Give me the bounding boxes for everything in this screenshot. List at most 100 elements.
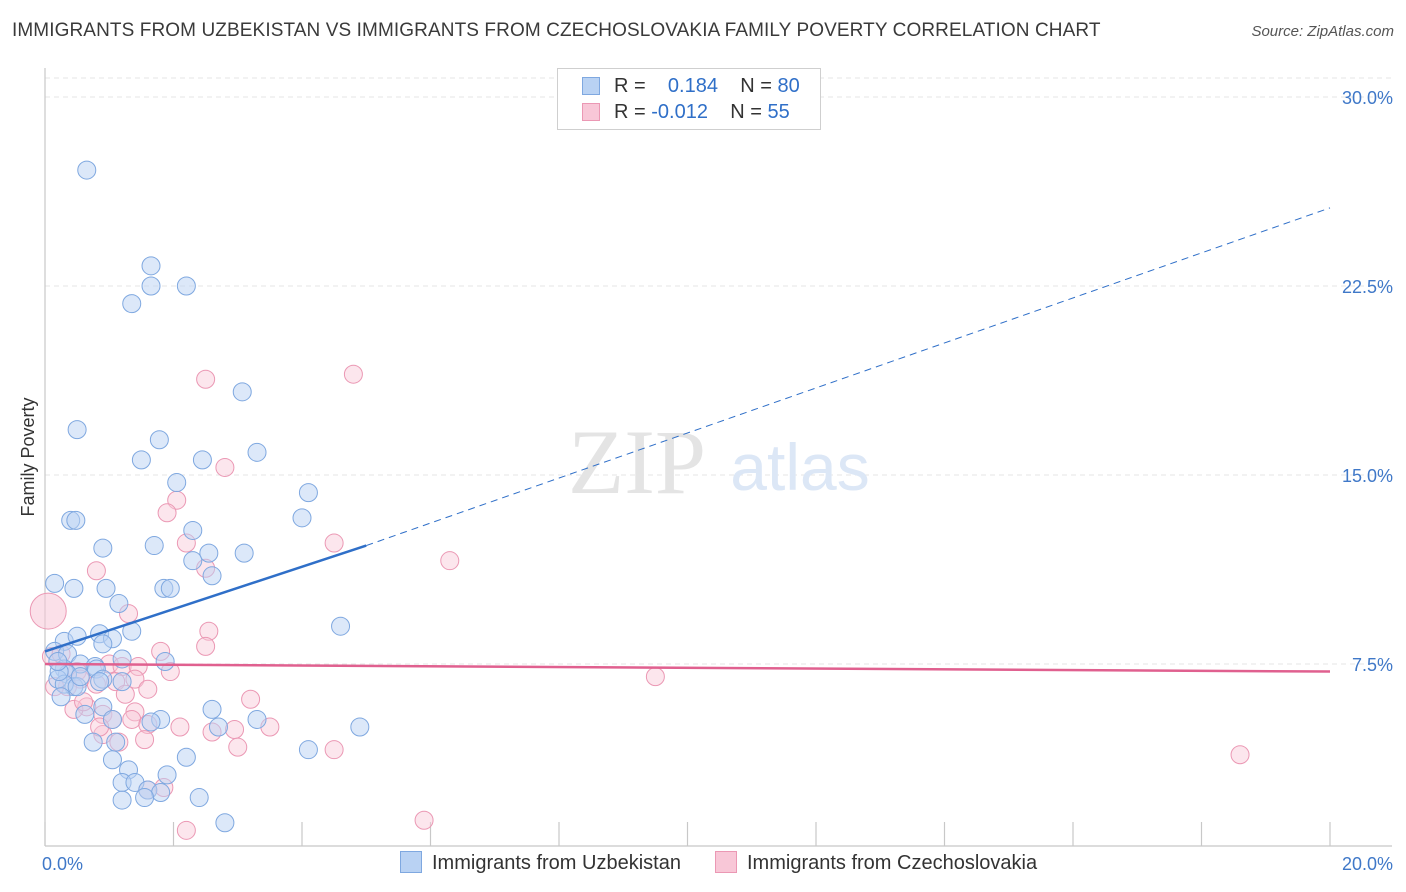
data-point-uzbekistan [151,783,171,803]
data-point-uzbekistan [96,578,116,598]
data-point-czechoslovakia [343,364,363,384]
data-point-uzbekistan [45,573,65,593]
bottom-legend-swatch-uzbekistan [400,851,422,873]
data-point-uzbekistan [176,747,196,767]
data-point-uzbekistan [208,717,228,737]
bottom-legend-uzbekistan: Immigrants from Uzbekistan [400,851,681,875]
data-point-czechoslovakia [138,679,158,699]
legend-n-value: 80 [777,75,800,97]
data-point-czechoslovakia [324,740,344,760]
bottom-legend-czechoslovakia: Immigrants from Czechoslovakia [715,851,1037,875]
legend: R = 0.184 N = 80 R = -0.012 N = 55 [557,68,821,130]
data-point-uzbekistan [90,672,110,692]
data-point-uzbekistan [102,709,122,729]
data-point-uzbekistan [93,697,113,717]
data-point-czechoslovakia [324,533,344,553]
data-point-uzbekistan [232,382,252,402]
data-point-czechoslovakia [225,720,245,740]
data-point-uzbekistan [48,651,68,671]
data-point-czechoslovakia [1230,745,1250,765]
legend-n-label: N = [740,75,772,97]
watermark: ZIP atlas [568,411,870,513]
data-point-uzbekistan [51,687,71,707]
y-tick-label: 30.0% [1342,88,1393,108]
data-point-uzbekistan [149,430,169,450]
data-point-czechoslovakia [241,689,261,709]
data-point-czechoslovakia [157,503,177,523]
data-point-czechoslovakia [176,820,196,840]
data-point-czechoslovakia [228,737,248,757]
data-point-uzbekistan [183,551,203,571]
legend-swatch-czechoslovakia [582,103,600,121]
data-point-uzbekistan [202,699,222,719]
legend-r-label: R = [614,101,646,123]
data-point-uzbekistan [167,473,187,493]
data-point-uzbekistan [135,788,155,808]
watermark-zip: ZIP [568,411,706,513]
bottom-legend-label-uzbekistan: Immigrants from Uzbekistan [432,852,681,874]
y-tick-label: 15.0% [1342,466,1393,486]
data-point-czechoslovakia [135,730,155,750]
data-point-czechoslovakia [440,551,460,571]
data-point-uzbekistan [141,276,161,296]
axes [44,68,1392,847]
data-point-uzbekistan [83,732,103,752]
data-point-uzbekistan [75,704,95,724]
data-point-czechoslovakia [170,717,190,737]
legend-row-czechoslovakia: R = -0.012 N = 55 [582,101,790,127]
data-point-uzbekistan [215,813,235,833]
y-axis-label: Family Poverty [18,397,38,516]
data-point-czechoslovakia [645,667,665,687]
data-point-uzbekistan [160,578,180,598]
legend-n-value: 55 [767,101,790,123]
trend-line-czechoslovakia [44,662,1331,673]
y-tick-label: 7.5% [1352,655,1393,675]
grid-lines [45,77,1392,665]
data-point-czechoslovakia [196,369,216,389]
data-point-uzbekistan [155,651,175,671]
data-point-uzbekistan [183,520,203,540]
legend-swatch-uzbekistan [582,77,600,95]
data-point-uzbekistan [66,510,86,530]
data-point-czechoslovakia [196,636,216,656]
y-tick-label: 22.5% [1342,277,1393,297]
bottom-legend-label-czechoslovakia: Immigrants from Czechoslovakia [747,852,1038,874]
data-point-uzbekistan [70,667,90,687]
data-point-uzbekistan [106,732,126,752]
trend-line-uzbekistan-extension [366,207,1331,547]
data-point-uzbekistan [93,538,113,558]
chart-title: IMMIGRANTS FROM UZBEKISTAN VS IMMIGRANTS… [12,20,1101,41]
data-point-czechoslovakia [125,702,145,722]
data-point-uzbekistan [234,543,254,563]
trend-line-uzbekistan [44,544,367,653]
data-point-czechoslovakia [199,621,219,641]
data-point-uzbekistan [109,594,129,614]
legend-row-uzbekistan: R = 0.184 N = 80 [582,75,800,101]
data-point-uzbekistan [141,256,161,276]
legend-n-label: N = [730,101,762,123]
data-point-uzbekistan [64,578,84,598]
source-credit: Source: ZipAtlas.com [1251,23,1394,40]
data-point-uzbekistan [157,765,177,785]
legend-r-value: 0.184 [667,75,718,97]
data-point-uzbekistan [122,294,142,314]
data-point-uzbekistan [131,450,151,470]
data-point-uzbekistan [199,543,219,563]
data-point-uzbekistan [176,276,196,296]
data-point-czechoslovakia [122,709,142,729]
data-point-czechoslovakia [128,657,148,677]
watermark-atlas: atlas [730,430,869,504]
data-point-czechoslovakia [29,592,67,630]
data-point-uzbekistan [141,712,161,732]
data-point-uzbekistan [67,420,87,440]
data-point-uzbekistan [189,788,209,808]
x-tick-label: 20.0% [1342,854,1393,874]
data-point-uzbekistan [112,790,132,810]
data-point-uzbekistan [93,634,113,654]
data-point-uzbekistan [292,508,312,528]
data-point-czechoslovakia [86,561,106,581]
data-point-uzbekistan [67,626,87,646]
data-point-uzbekistan [112,672,132,692]
data-point-uzbekistan [77,160,97,180]
